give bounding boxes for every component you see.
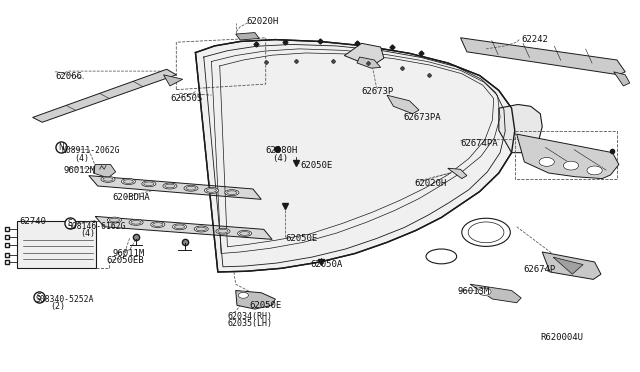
- Ellipse shape: [225, 190, 239, 196]
- Ellipse shape: [173, 224, 186, 230]
- Text: 62050E: 62050E: [301, 161, 333, 170]
- Text: (4): (4): [272, 154, 288, 163]
- Text: 62034(RH): 62034(RH): [227, 312, 273, 321]
- Text: 62242: 62242: [521, 35, 548, 44]
- Ellipse shape: [124, 180, 134, 183]
- Ellipse shape: [144, 182, 154, 186]
- Polygon shape: [470, 284, 521, 303]
- Polygon shape: [461, 38, 625, 75]
- Text: S: S: [36, 293, 42, 302]
- Ellipse shape: [227, 191, 237, 195]
- Text: 62020H: 62020H: [415, 179, 447, 187]
- Ellipse shape: [426, 249, 457, 264]
- Ellipse shape: [204, 187, 218, 193]
- Text: 62050A: 62050A: [310, 260, 342, 269]
- Ellipse shape: [101, 176, 115, 182]
- Polygon shape: [95, 217, 272, 239]
- Ellipse shape: [131, 221, 141, 224]
- Circle shape: [238, 292, 248, 298]
- Ellipse shape: [165, 184, 175, 188]
- Polygon shape: [236, 33, 259, 40]
- Polygon shape: [614, 72, 630, 86]
- Text: 62080H: 62080H: [266, 146, 298, 155]
- Ellipse shape: [239, 232, 250, 235]
- Text: 96013M: 96013M: [458, 287, 490, 296]
- Ellipse shape: [163, 183, 177, 189]
- Polygon shape: [542, 252, 601, 279]
- Text: 62035(LH): 62035(LH): [227, 320, 273, 328]
- Text: 96012M: 96012M: [63, 166, 95, 174]
- Bar: [17, 221, 97, 268]
- Text: N: N: [58, 142, 64, 151]
- Text: S: S: [67, 219, 72, 228]
- Text: 62673PA: 62673PA: [403, 113, 441, 122]
- Ellipse shape: [184, 185, 198, 191]
- Polygon shape: [553, 257, 583, 274]
- Text: 62650S: 62650S: [170, 94, 202, 103]
- Ellipse shape: [216, 228, 230, 234]
- Text: S08146-6162G: S08146-6162G: [68, 221, 126, 231]
- Circle shape: [539, 157, 554, 166]
- Text: 62020H: 62020H: [246, 17, 279, 26]
- Circle shape: [462, 218, 510, 246]
- Text: 62066: 62066: [55, 72, 82, 81]
- Text: (4): (4): [81, 229, 95, 238]
- Text: 96011M: 96011M: [113, 249, 145, 258]
- Text: R620004U: R620004U: [540, 333, 583, 342]
- Ellipse shape: [186, 186, 196, 190]
- Polygon shape: [357, 57, 381, 68]
- Ellipse shape: [218, 230, 228, 233]
- Ellipse shape: [206, 189, 216, 192]
- Ellipse shape: [237, 231, 252, 236]
- Polygon shape: [33, 69, 176, 122]
- Text: 62674PA: 62674PA: [461, 139, 498, 148]
- Polygon shape: [89, 176, 261, 199]
- Polygon shape: [344, 43, 384, 64]
- Ellipse shape: [108, 217, 122, 223]
- Ellipse shape: [142, 181, 156, 187]
- Text: (4): (4): [74, 154, 89, 163]
- Ellipse shape: [174, 225, 184, 229]
- Ellipse shape: [129, 219, 143, 225]
- Ellipse shape: [151, 222, 165, 228]
- Polygon shape: [516, 134, 619, 179]
- Ellipse shape: [194, 226, 208, 232]
- Polygon shape: [387, 95, 419, 114]
- Ellipse shape: [103, 177, 113, 181]
- Text: 62050EB: 62050EB: [106, 256, 144, 265]
- Text: S08340-5252A: S08340-5252A: [36, 295, 94, 304]
- Text: 620BDHA: 620BDHA: [113, 193, 150, 202]
- Text: 62050E: 62050E: [250, 301, 282, 310]
- Text: (2): (2): [51, 302, 65, 311]
- Text: 62673P: 62673P: [362, 87, 394, 96]
- Text: 62674P: 62674P: [523, 265, 556, 274]
- Polygon shape: [195, 39, 515, 272]
- Polygon shape: [448, 168, 467, 179]
- Ellipse shape: [109, 218, 120, 222]
- Polygon shape: [164, 75, 182, 86]
- Text: N08911-2062G: N08911-2062G: [61, 146, 120, 155]
- Polygon shape: [499, 105, 542, 153]
- Polygon shape: [93, 164, 116, 178]
- Ellipse shape: [153, 223, 163, 227]
- Ellipse shape: [196, 227, 206, 231]
- Circle shape: [587, 166, 602, 175]
- Circle shape: [563, 161, 579, 170]
- Text: 62740: 62740: [20, 217, 47, 226]
- Ellipse shape: [122, 179, 136, 185]
- Circle shape: [478, 288, 491, 295]
- Text: 62050E: 62050E: [285, 234, 317, 243]
- Polygon shape: [236, 291, 275, 309]
